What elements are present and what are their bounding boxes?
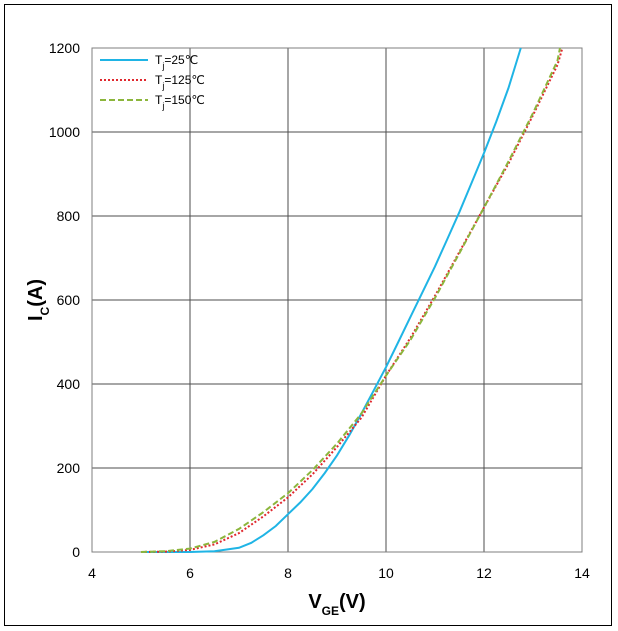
legend-label-2: Tj=125℃ (155, 73, 205, 91)
chart-frame (4, 4, 612, 626)
x-axis-label: VGE(V) (308, 591, 365, 618)
plot-area (91, 47, 583, 553)
legend-label-3: Tj=150℃ (155, 93, 205, 111)
y-tick-label: 200 (57, 460, 81, 476)
legend: Tj=25℃ Tj=125℃ Tj=150℃ (100, 53, 205, 111)
y-tick-label: 1200 (49, 40, 80, 56)
series-layer (140, 47, 564, 553)
series-line-3 (140, 47, 561, 553)
x-tick-label: 4 (88, 565, 96, 581)
y-tick-label: 400 (57, 376, 81, 392)
y-tick-label: 0 (72, 544, 80, 560)
legend-entry-1: Tj=25℃ (100, 53, 198, 71)
x-tick-label: 6 (186, 565, 194, 581)
grid (91, 47, 583, 553)
x-tick-label: 10 (378, 565, 394, 581)
x-tick-label: 12 (476, 565, 492, 581)
y-tick-label: 800 (57, 208, 81, 224)
tick-labels: 4 6 8 10 12 14 0 200 400 600 800 1000 1200 (49, 40, 590, 581)
legend-label-1: Tj=25℃ (155, 53, 198, 71)
legend-entry-3: Tj=150℃ (100, 93, 205, 111)
legend-entry-2: Tj=125℃ (100, 73, 205, 91)
x-tick-label: 8 (284, 565, 292, 581)
y-tick-label: 600 (57, 292, 81, 308)
x-tick-label: 14 (574, 565, 590, 581)
y-axis-label: IC(A) (25, 279, 52, 321)
y-tick-label: 1000 (49, 124, 80, 140)
